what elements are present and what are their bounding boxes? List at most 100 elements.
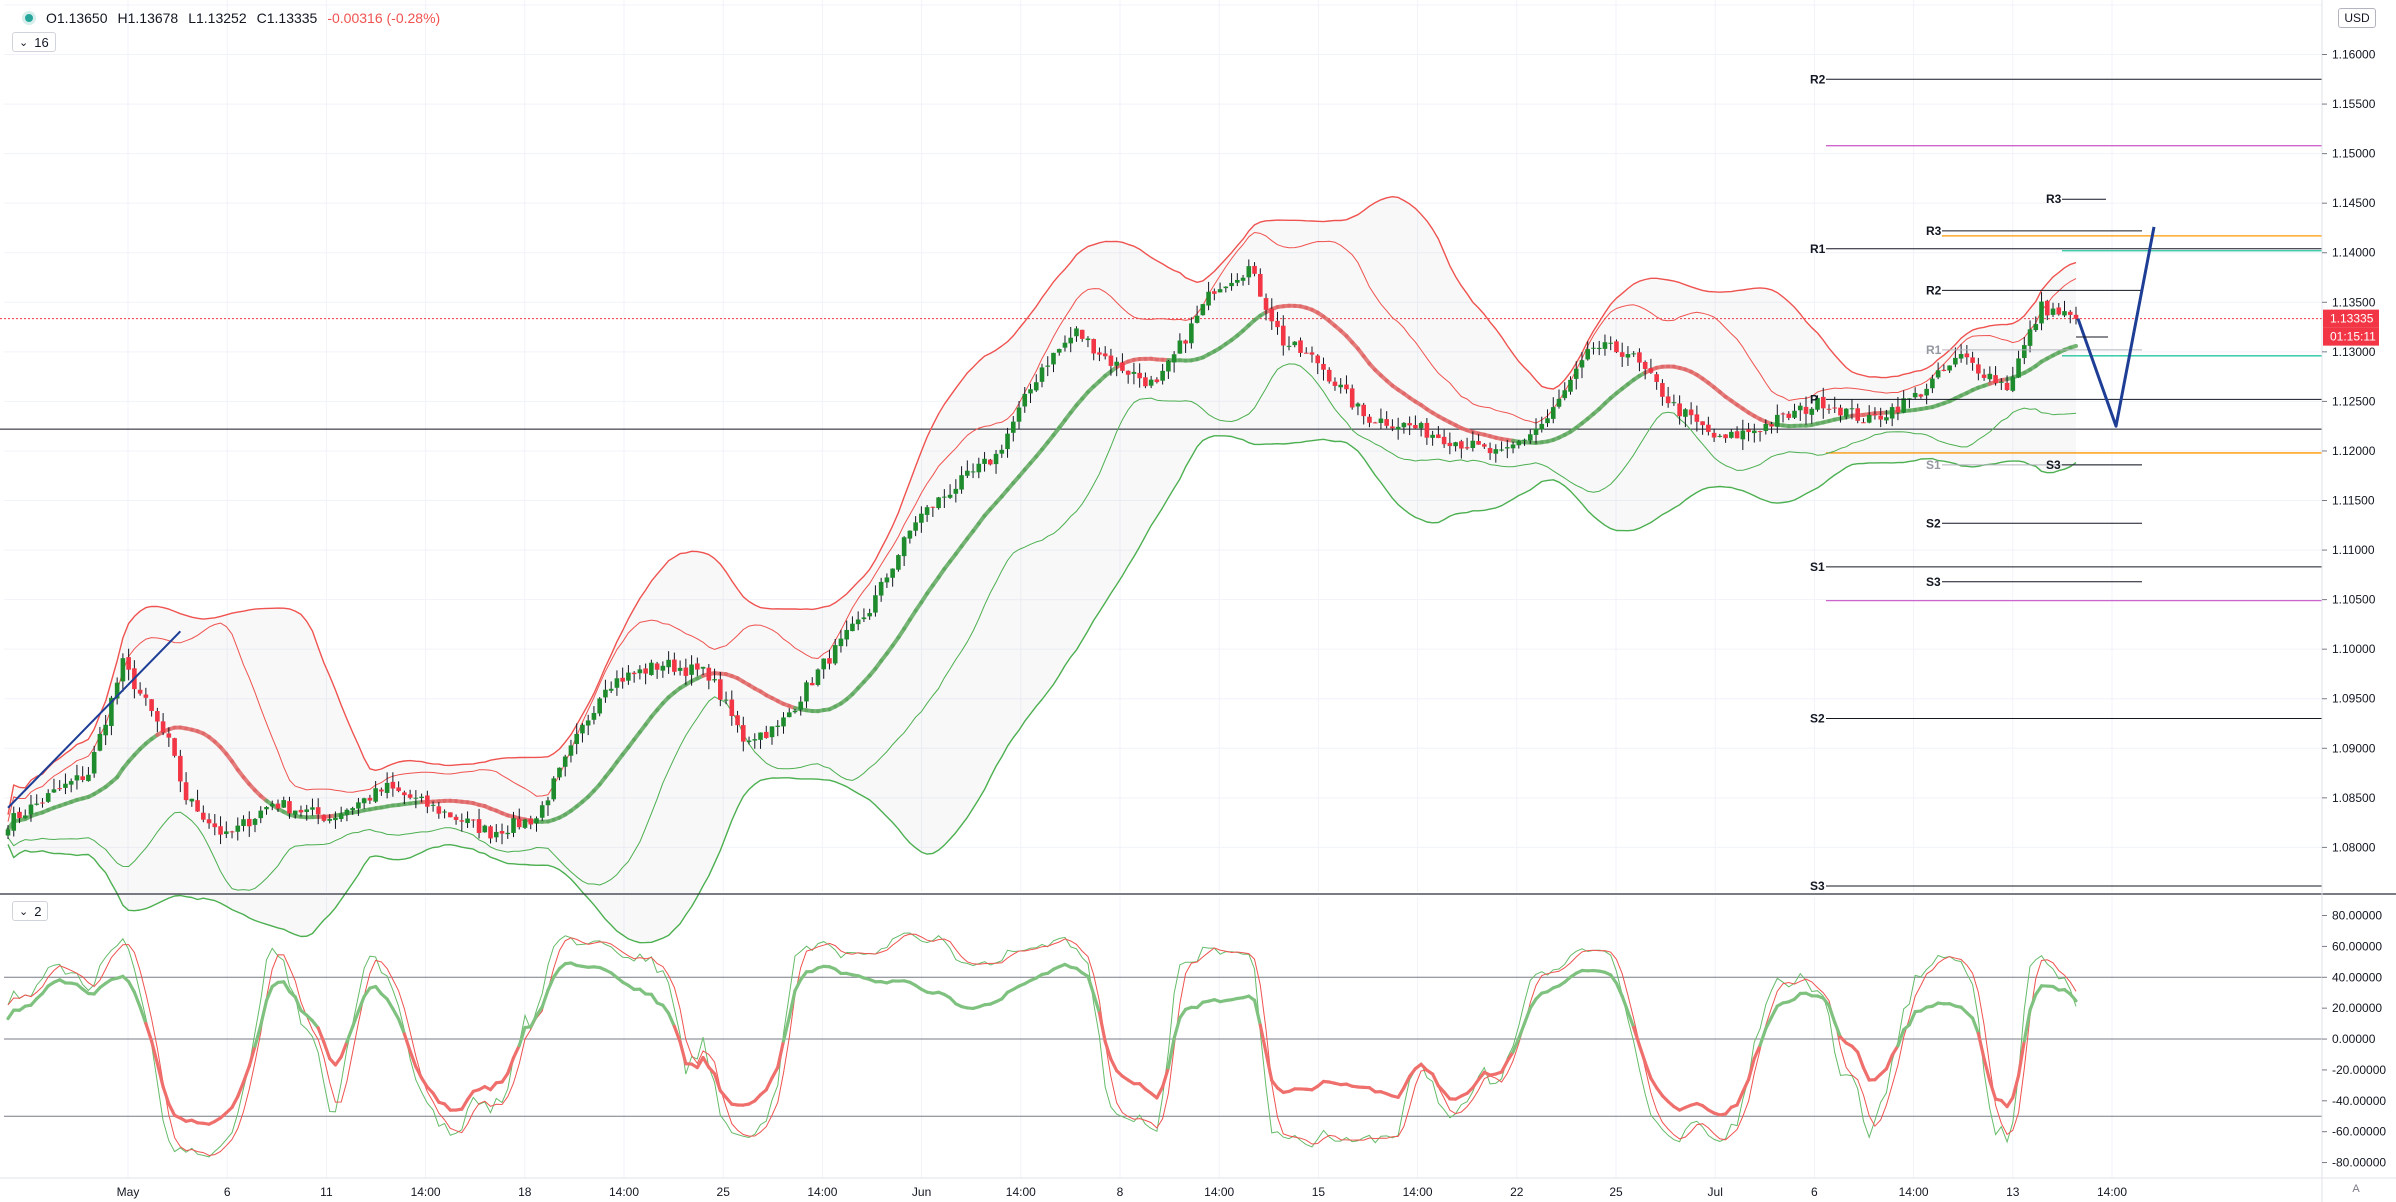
time-tick-label: 14:00 [1006,1185,1036,1199]
candle-body [1505,447,1510,449]
candle-body [2033,324,2039,331]
pivot-label: S3 [1810,879,1825,893]
candle-body [1275,320,1280,328]
candle-body [672,659,677,672]
candle-body [1240,277,1246,281]
candle-body [1395,426,1401,430]
candle-body [1573,368,1579,379]
oscillator-signal-segment [1178,1007,1188,1020]
oscillator-signal-segment [1833,1020,1843,1039]
candle-body [407,794,413,798]
oscillator-signal-segment [661,1003,671,1015]
candle-body [1746,429,1751,433]
candle-body [269,803,275,807]
candle-body [1803,406,1809,414]
oscillator-pane-toggle[interactable]: ⌄ 2 [12,901,49,921]
oscillator-signal-segment [534,1005,544,1018]
oscillator-tick-label: -80.00000 [2332,1156,2386,1170]
oscillator-signal-segment [1155,1085,1165,1100]
time-tick-label: 14:00 [609,1185,639,1199]
price-tick-label: 1.08500 [2332,791,2376,805]
candle-body [2056,307,2062,315]
oscillator-signal-segment [1884,1053,1894,1071]
oscillator-signal-segment [316,1026,326,1044]
price-pane-toggle[interactable]: ⌄ 16 [12,32,56,52]
legend-low: L1.13252 [188,10,247,26]
candle-body [1614,341,1619,353]
candle-body [1510,444,1516,449]
candle-body [350,808,355,811]
candle-body [28,804,34,815]
legend-open: O1.13650 [46,10,108,26]
candle-body [120,658,126,682]
candle-body [993,453,999,465]
currency-button[interactable]: USD [2338,8,2376,28]
candle-body [1832,407,1838,409]
candle-body [516,818,522,828]
countdown-box [2323,327,2379,346]
candle-body [344,809,350,815]
candle-body [1734,431,1740,439]
candle-body [626,672,631,681]
oscillator-signal-segment [1511,1036,1521,1054]
candle-body [712,679,717,681]
oscillator-signal-segment [420,1076,429,1089]
oscillator-signal-segment [540,988,550,1009]
oscillator-signal-segment [241,1064,251,1084]
candle-body [459,820,465,822]
candle-body [218,826,223,835]
candle-body [1378,418,1384,423]
price-tick-label: 1.10500 [2332,593,2376,607]
candle-body [1993,375,1998,383]
candle-body [1189,323,1194,344]
oscillator-signal-segment [1752,1043,1762,1060]
time-tick-label: 25 [1609,1185,1623,1199]
candle-body [1637,352,1642,363]
pivot-label: S1 [1926,458,1941,472]
candle-body [786,712,792,718]
candle-body [1401,422,1407,428]
candle-body [551,778,557,800]
pivot-label: R3 [2046,192,2062,206]
candle-body [1039,367,1045,382]
candle-body [913,522,918,531]
candle-body [373,788,378,802]
candle-body [649,662,654,675]
oscillator-tick-label: 20.00000 [2332,1001,2382,1015]
legend-close: C1.13335 [256,10,318,26]
oscillator-pane [4,932,2322,1158]
candle-body [2039,301,2044,324]
candle-body [126,657,131,670]
candle-body [1200,304,1206,316]
candle-body [1303,352,1309,354]
candle-body [1884,417,1889,421]
candle-body [1361,404,1366,417]
price-tick-label: 1.16000 [2332,48,2376,62]
candle-body [1602,342,1608,349]
oscillator-tick-label: 80.00000 [2332,909,2382,923]
oscillator-signal-segment [1632,1025,1642,1047]
oscillator-signal-segment [391,1007,401,1021]
candle-body [976,463,982,473]
candle-body [11,813,17,831]
candle-body [1958,353,1964,359]
candle-body [2073,314,2079,319]
auto-scale-button[interactable]: A [2352,1183,2360,1195]
candle-body [1125,370,1131,375]
candle-body [965,470,970,476]
candle-body [356,802,361,809]
time-tick-label: 14:00 [1403,1185,1433,1199]
candle-body [901,537,907,557]
oscillator-signal-segment [1609,973,1619,985]
candle-body [758,732,763,740]
candle-body [396,787,401,792]
oscillator-signal-segment [339,1040,349,1059]
candle-body [1079,329,1085,339]
oscillator-signal-segment [1431,1072,1440,1088]
candle-body [1964,353,1970,358]
candle-body [1660,383,1665,397]
candle-body [1453,442,1458,447]
candle-body [287,801,292,814]
